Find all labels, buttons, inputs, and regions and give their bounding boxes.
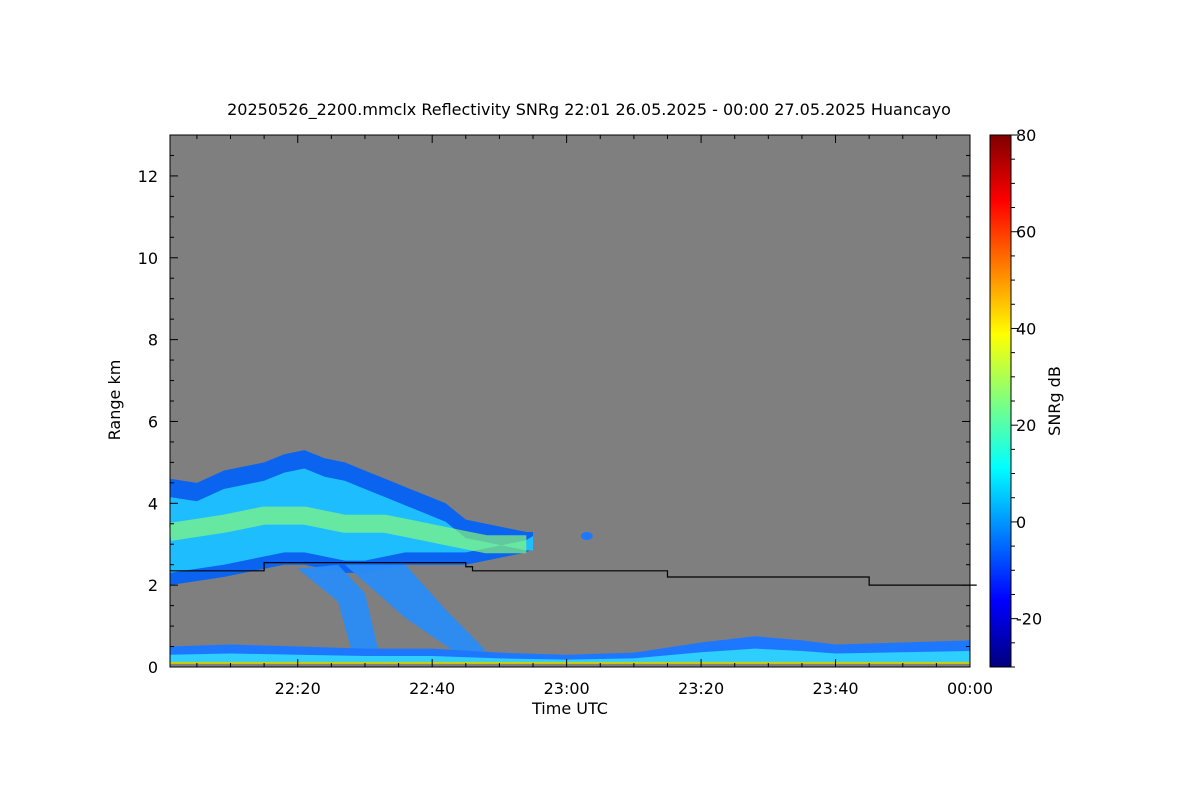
y-tick-label: 4	[148, 494, 158, 513]
virga-band-1	[297, 564, 379, 651]
y-tick-label: 12	[138, 167, 158, 186]
boundary-layer-core	[170, 648, 970, 663]
colorbar-tick-label: 80	[1016, 126, 1036, 145]
cloud-base-step-line	[170, 562, 977, 586]
chart-title: 20250526_2200.mmclx Reflectivity SNRg 22…	[227, 100, 951, 120]
x-tick-label: 23:40	[812, 679, 858, 698]
x-tick-label: 23:00	[544, 679, 590, 698]
y-tick-label: 10	[138, 249, 158, 268]
colorbar-tick-label: 20	[1016, 416, 1036, 435]
colorbar-ramp	[989, 134, 1012, 668]
colorbar: -20 0 20 40 60 80 SNRg dB	[989, 126, 1064, 668]
y-axis-label: Range km	[105, 360, 124, 441]
y-tick-label: 2	[148, 576, 158, 595]
y-axis: 0 2 4 6 8 10 12	[138, 134, 970, 677]
virga-band-2	[344, 564, 486, 655]
y-tick-label: 6	[148, 412, 158, 431]
x-tick-label: 22:40	[409, 679, 455, 698]
cloud-core	[168, 506, 527, 554]
x-tick-label: 00:00	[947, 679, 993, 698]
colorbar-tick-label: 40	[1016, 319, 1036, 338]
data-marks	[168, 450, 977, 664]
x-axis-label: Time UTC	[531, 699, 608, 718]
colorbar-tick-label: 60	[1016, 223, 1036, 242]
y-tick-label: 8	[148, 331, 158, 350]
plot-background	[170, 135, 970, 667]
colorbar-ticks: -20 0 20 40 60 80	[1011, 126, 1042, 668]
colorbar-label: SNRg dB	[1045, 366, 1064, 436]
y-tick-label: 0	[148, 658, 158, 677]
x-tick-label: 22:20	[275, 679, 321, 698]
small-echo	[580, 532, 593, 541]
colorbar-tick-label: 0	[1016, 513, 1026, 532]
x-tick-label: 23:20	[678, 679, 724, 698]
plot-area	[168, 134, 977, 668]
colorbar-tick-label: -20	[1016, 610, 1042, 629]
x-axis: 22:20 22:40 23:00 23:20 23:40 00:00	[196, 135, 993, 698]
